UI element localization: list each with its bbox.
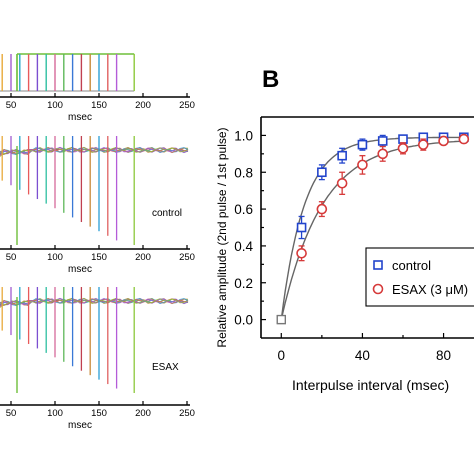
trace-baseline — [0, 146, 189, 157]
data-point — [458, 133, 470, 145]
y-tick-label: 0.4 — [234, 239, 253, 254]
data-point — [337, 150, 347, 161]
data-point — [398, 134, 408, 144]
data-point — [316, 203, 328, 215]
legend-marker — [372, 283, 384, 295]
trace-x-tick-label: 200 — [135, 408, 151, 419]
stimulus-x-tick-label: 100 — [47, 100, 63, 111]
trace-x-tick-label: 50 — [6, 408, 17, 419]
y-tick-label: 0.8 — [234, 165, 253, 180]
legend-label: ESAX (3 μM) — [392, 282, 468, 297]
y-tick-label: 0.0 — [234, 313, 253, 328]
trace-x-tick-label: 250 — [179, 252, 195, 263]
data-point — [438, 135, 449, 147]
data-point — [276, 314, 286, 325]
data-point — [357, 139, 368, 150]
y-tick-label: 1.0 — [234, 128, 253, 143]
data-point — [397, 143, 409, 154]
stimulus-x-axis-label: msec — [68, 112, 92, 123]
trace-x-tick-label: 100 — [47, 408, 63, 419]
control-trace-panel: 50 100 150 200 250 msec control — [0, 136, 195, 275]
esax-trace-panel: 50 100 150 200 250 msec ESAX — [0, 287, 195, 431]
data-point — [336, 178, 348, 189]
stimulus-x-tick-label: 250 — [179, 100, 195, 111]
data-point — [417, 139, 429, 150]
data-point — [377, 148, 389, 160]
y-tick-label: 0.2 — [234, 276, 253, 291]
x-tick-label: 80 — [436, 348, 451, 363]
trace-condition-label: ESAX — [152, 362, 179, 373]
legend-label: control — [392, 258, 431, 273]
data-point — [296, 222, 307, 233]
trace-x-axis-label: msec — [68, 264, 92, 275]
stimulus-panel: 50 100 150 200 250 msec — [0, 53, 195, 123]
x-axis-label: Interpulse interval (msec) — [292, 377, 449, 393]
data-point — [357, 159, 368, 171]
paired-pulse-panel: 0.0 0.2 0.4 0.6 0.8 1.0 0 40 80 Interpulse interv… — [215, 116, 474, 393]
legend-box — [365, 247, 474, 307]
trace-x-axis-label: msec — [68, 420, 92, 431]
trace-x-tick-label: 250 — [179, 408, 195, 419]
data-point — [317, 167, 327, 178]
trace-x-tick-label: 150 — [91, 252, 107, 263]
y-axis-label: Relative amplitude (2nd pulse / 1st puls… — [215, 127, 229, 347]
trace-x-tick-label: 50 — [6, 252, 17, 263]
data-point — [377, 136, 388, 146]
fit-curve — [280, 136, 468, 320]
stimulus-x-tick-label: 150 — [91, 100, 107, 111]
stimulus-x-tick-label: 200 — [135, 100, 151, 111]
trace-baseline — [0, 297, 189, 308]
legend-marker — [373, 260, 383, 270]
x-tick-label: 40 — [355, 348, 370, 363]
trace-x-tick-label: 150 — [91, 408, 107, 419]
x-tick-label: 0 — [278, 348, 286, 363]
trace-x-tick-label: 100 — [47, 252, 63, 263]
trace-x-tick-label: 200 — [135, 252, 151, 263]
data-point — [296, 247, 307, 259]
fit-curve — [280, 140, 468, 320]
stimulus-x-tick-label: 50 — [6, 100, 17, 111]
y-tick-label: 0.6 — [234, 202, 253, 217]
trace-condition-label: control — [152, 208, 182, 219]
panel-label: B — [262, 66, 279, 93]
